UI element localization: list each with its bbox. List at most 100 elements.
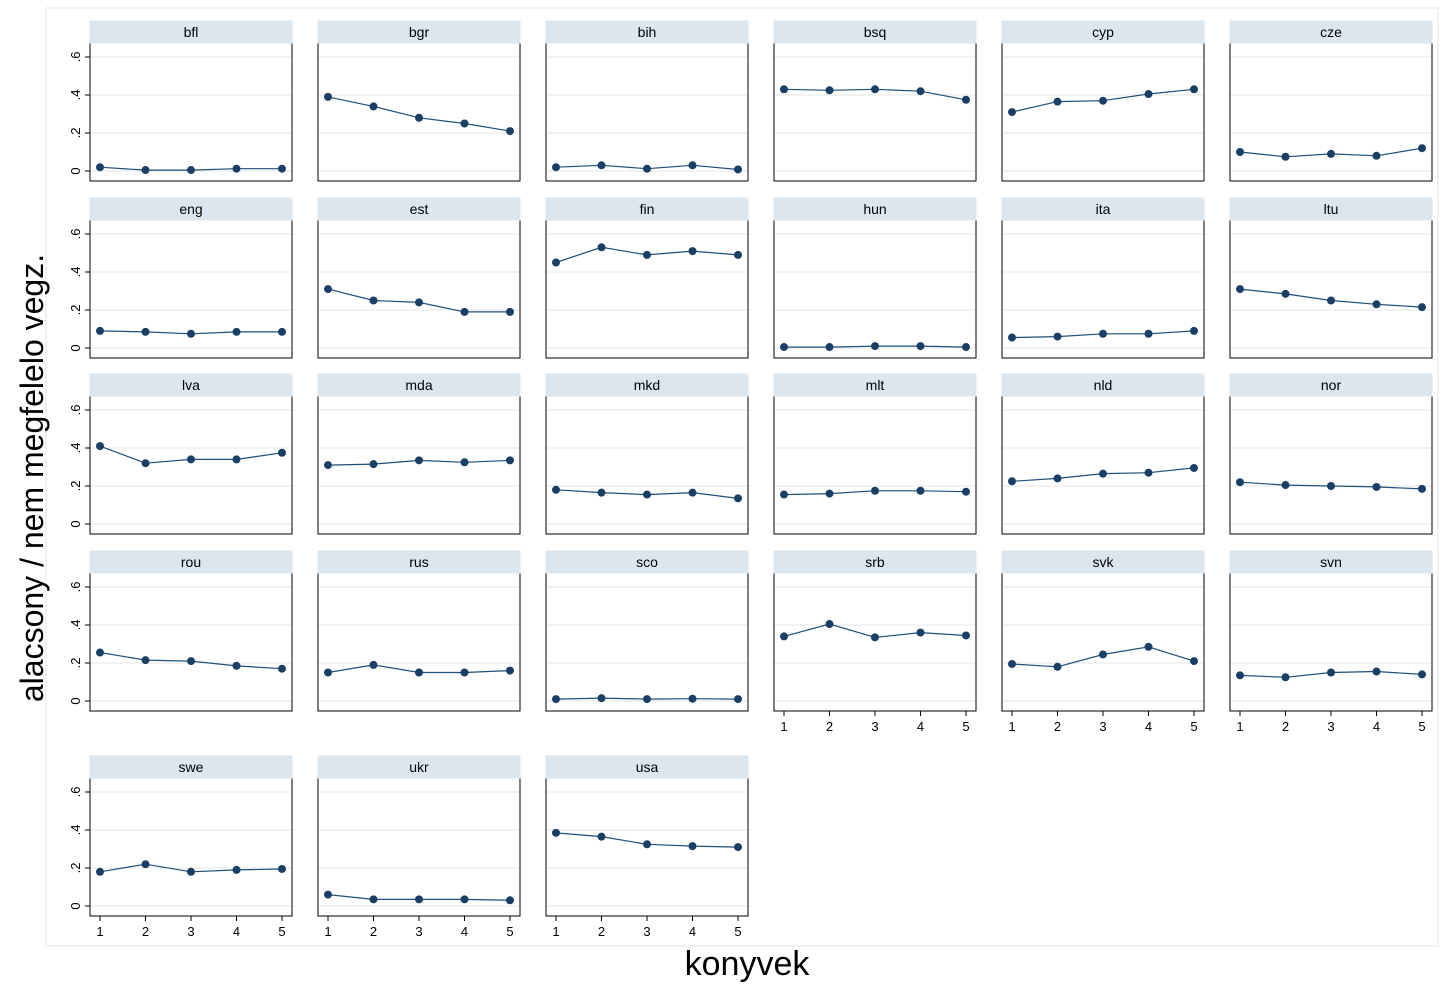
x-tick-label: 2 [1282, 719, 1289, 734]
data-point [1327, 149, 1335, 158]
panel-strip [1229, 373, 1433, 397]
panel-title: swe [179, 759, 204, 775]
data-point [141, 327, 150, 336]
data-point [1053, 332, 1062, 341]
data-point [1099, 329, 1107, 338]
y-tick-label: .6 [68, 229, 83, 240]
data-point [1190, 85, 1198, 94]
panel-strip [317, 197, 521, 221]
data-point [871, 342, 879, 351]
panel-rou: rou 0 .2 .4 .6 [68, 550, 293, 712]
data-point [1327, 482, 1335, 490]
data-point [1144, 642, 1153, 651]
panel-swe: swe 0 .2 .4 .6 1 2 3 4 5 [68, 755, 293, 939]
data-point [871, 633, 879, 642]
panel-background [318, 551, 520, 711]
panel-strip [545, 755, 749, 779]
x-tick-label: 2 [142, 924, 149, 939]
data-point [1053, 662, 1062, 671]
panel-ukr: ukr 1 2 3 4 5 [317, 755, 521, 939]
data-point [688, 161, 697, 170]
data-point [1281, 673, 1290, 682]
data-point [871, 486, 879, 495]
panel-title: bgr [409, 24, 430, 40]
data-point [278, 448, 286, 457]
panel-background [546, 21, 748, 181]
panel-strip [317, 20, 521, 44]
panel-title: bfl [184, 24, 199, 40]
data-point [1372, 667, 1381, 676]
data-point [369, 460, 378, 469]
data-point [96, 867, 104, 876]
data-point [141, 656, 150, 665]
y-tick-label: .4 [68, 825, 83, 836]
data-point [916, 342, 925, 351]
data-point [415, 113, 423, 122]
panel-background [774, 374, 976, 534]
panel-background [318, 756, 520, 916]
panel-title: ltu [1324, 201, 1339, 217]
x-tick-label: 4 [461, 924, 468, 939]
panel-strip [773, 197, 977, 221]
data-point [734, 843, 742, 852]
data-point [825, 620, 834, 629]
panel-background [546, 374, 748, 534]
panel-title: cze [1320, 24, 1342, 40]
panel-mkd: mkd [545, 373, 749, 535]
panel-title: mda [405, 377, 432, 393]
data-point [1281, 152, 1290, 161]
data-point [1008, 477, 1016, 486]
data-point [232, 865, 241, 874]
data-point [552, 695, 560, 704]
panel-strip [1229, 550, 1433, 574]
panel-strip [317, 550, 521, 574]
panel-strip [317, 373, 521, 397]
data-point [688, 842, 697, 851]
panel-strip [545, 20, 749, 44]
panel-strip [1229, 20, 1433, 44]
panel-mlt: mlt [773, 373, 977, 535]
data-point [460, 307, 469, 316]
panel-background [90, 551, 292, 711]
data-point [1372, 151, 1381, 160]
y-tick-label: .6 [68, 787, 83, 798]
data-point [1053, 474, 1062, 483]
data-point [734, 695, 742, 704]
data-point [1418, 303, 1426, 312]
y-tick-label: .2 [68, 305, 83, 316]
data-point [552, 828, 560, 837]
panel-background [774, 198, 976, 358]
x-tick-label: 1 [780, 719, 787, 734]
x-tick-label: 1 [1008, 719, 1015, 734]
x-tick-label: 5 [1190, 719, 1197, 734]
data-point [688, 694, 697, 703]
data-point [552, 163, 560, 172]
data-point [187, 166, 195, 175]
data-point [962, 343, 970, 352]
x-tick-label: 1 [324, 924, 331, 939]
panel-title: bih [638, 24, 657, 40]
data-point [324, 461, 332, 470]
x-tick-label: 5 [962, 719, 969, 734]
data-point [1281, 481, 1290, 490]
data-point [506, 127, 514, 136]
data-point [278, 327, 286, 336]
data-point [1418, 670, 1426, 679]
data-point [324, 890, 332, 899]
x-tick-label: 1 [1236, 719, 1243, 734]
data-point [962, 487, 970, 496]
data-point [552, 485, 560, 494]
x-tick-label: 5 [1418, 719, 1425, 734]
data-point [506, 456, 514, 465]
data-point [643, 164, 651, 173]
data-point [1236, 671, 1244, 680]
y-tick-label: .6 [68, 405, 83, 416]
data-point [96, 442, 104, 451]
data-point [1418, 144, 1426, 153]
x-tick-label: 4 [233, 924, 240, 939]
data-point [1372, 300, 1381, 309]
panel-strip [545, 550, 749, 574]
data-point [552, 258, 560, 267]
panel-strip [1001, 20, 1205, 44]
data-point [415, 298, 423, 307]
